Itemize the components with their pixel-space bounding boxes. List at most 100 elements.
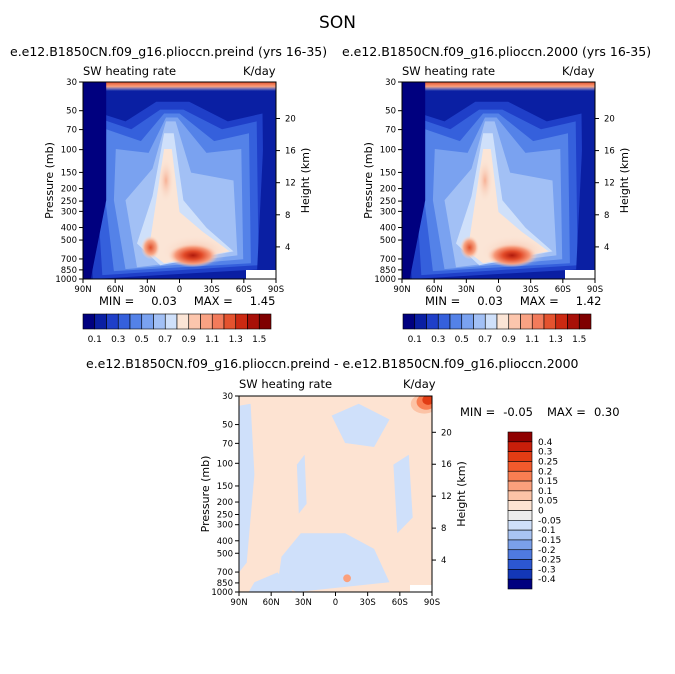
x-tick-label: 30N [139, 285, 156, 295]
colorbar-label: -0.15 [538, 536, 561, 546]
panel1-max-value: 1.45 [249, 294, 276, 308]
colorbar-box [507, 549, 533, 560]
pos-spot [343, 574, 351, 583]
masked-area [565, 270, 595, 279]
y2-tick-label: 4 [441, 556, 446, 566]
colorbar-box [473, 313, 486, 330]
x-tick-label: 30N [295, 598, 312, 608]
colorbar-label: -0.4 [538, 575, 556, 585]
panel2-min-label: MIN = [425, 294, 461, 308]
y2-tick-label: 12 [604, 179, 615, 189]
panel2-right-label: K/day [562, 64, 595, 78]
y-tick-label: 300 [380, 207, 396, 217]
panel3-min-label: MIN = [460, 405, 496, 419]
panel2-max-value: 1.42 [575, 294, 602, 308]
colorbar-box [507, 510, 533, 521]
x-tick-label: 60N [107, 285, 124, 295]
colorbar-box [520, 313, 533, 330]
colorbar-box [531, 313, 545, 330]
panel3-max-label: MAX = [546, 405, 586, 419]
panel2-max-label: MAX = [519, 294, 559, 308]
axes-layer: 3050701001502002503004005007008501000201… [43, 78, 631, 608]
y2-axis-label: Height (km) [299, 148, 312, 214]
colorbar-1: 0.1 0.3 0.5 0.7 0.9 1.1 1.3 1.5 [82, 313, 272, 345]
colorbar-box [94, 313, 107, 330]
x-tick-label: 30S [360, 598, 376, 608]
colorbar-box [507, 480, 533, 492]
colorbar-box [402, 313, 416, 330]
panel1-min-label: MIN = [99, 294, 135, 308]
colorbar-box [129, 313, 143, 330]
colorbar-box [507, 470, 533, 482]
y-tick-label: 30 [222, 392, 233, 402]
panel1-left-label: SW heating rate [83, 64, 177, 78]
x-tick-label: 90N [74, 285, 91, 295]
colorbar-box [567, 313, 580, 330]
colorbar-box [426, 313, 439, 330]
x-tick-label: 60N [426, 285, 443, 295]
x-tick-label: 90S [587, 285, 603, 295]
core-south [167, 243, 219, 268]
y-tick-label: 250 [61, 197, 77, 207]
core-north [140, 235, 161, 260]
colorbar-box [507, 569, 533, 580]
colorbar-label: 0.2 [538, 467, 552, 477]
colorbar-label: 0.15 [538, 477, 558, 487]
y-axis-label: Pressure (mb) [362, 142, 375, 219]
x-tick-label: 0 [496, 285, 501, 295]
y-tick-label: 200 [61, 185, 77, 195]
y2-tick-label: 12 [285, 179, 296, 189]
y-tick-label: 850 [380, 266, 396, 276]
colorbar-box [176, 313, 190, 330]
contour-maps [83, 82, 595, 592]
colorbar-label: 0.9 [502, 335, 517, 345]
y2-tick-label: 16 [604, 147, 615, 157]
colorbar-label: 0.3 [431, 335, 445, 345]
field-layers [402, 82, 595, 279]
colorbar-label: 1.1 [525, 335, 539, 345]
colorbar-box [507, 559, 533, 570]
y2-tick-label: 20 [604, 114, 615, 124]
y-tick-label: 100 [217, 459, 233, 469]
colorbar-box [496, 313, 510, 330]
field-layers [239, 396, 432, 592]
y-tick-label: 1000 [211, 588, 233, 598]
x-tick-label: 30S [204, 285, 220, 295]
colorbar-label: 0.05 [538, 497, 558, 507]
neg-lower [277, 533, 390, 592]
y-tick-label: 300 [217, 521, 233, 531]
panel3-max-value: 0.30 [593, 405, 620, 419]
colorbar-box [188, 313, 201, 330]
colorbar-label: 0.4 [538, 438, 553, 448]
y2-tick-label: 8 [441, 524, 446, 534]
diff-field [239, 396, 432, 592]
neg-corner [248, 572, 293, 592]
y-tick-label: 1000 [374, 275, 396, 285]
colorbar-label: 0.1 [88, 335, 102, 345]
colorbar-box [507, 431, 533, 443]
panel1-max-label: MAX = [193, 294, 233, 308]
y2-tick-label: 12 [441, 492, 452, 502]
upper-heating [83, 82, 276, 91]
y2-axis-label: Height (km) [455, 461, 468, 527]
y2-tick-label: 20 [441, 428, 452, 438]
colorbar-box [211, 313, 225, 330]
y-axis-label: Pressure (mb) [43, 142, 56, 219]
colorbar-label: 0 [538, 507, 544, 517]
y-tick-label: 1000 [55, 275, 77, 285]
colorbar-2: 0.1 0.3 0.5 0.7 0.9 1.1 1.3 1.5 [402, 313, 592, 345]
y-tick-label: 30 [66, 78, 77, 88]
panel3-title: e.e12.B1850CN.f09_g16.plioccn.preind - e… [86, 356, 579, 371]
colorbar-label: 1.5 [572, 335, 586, 345]
y-tick-label: 500 [380, 236, 396, 246]
colorbar-box [141, 313, 154, 330]
colorbar-label: 0.1 [408, 335, 422, 345]
masked-area [246, 270, 276, 279]
level-0-2-south [256, 105, 276, 279]
x-tick-label: 60S [236, 285, 252, 295]
colorbar-box [578, 313, 592, 330]
colorbar-box [507, 500, 533, 511]
